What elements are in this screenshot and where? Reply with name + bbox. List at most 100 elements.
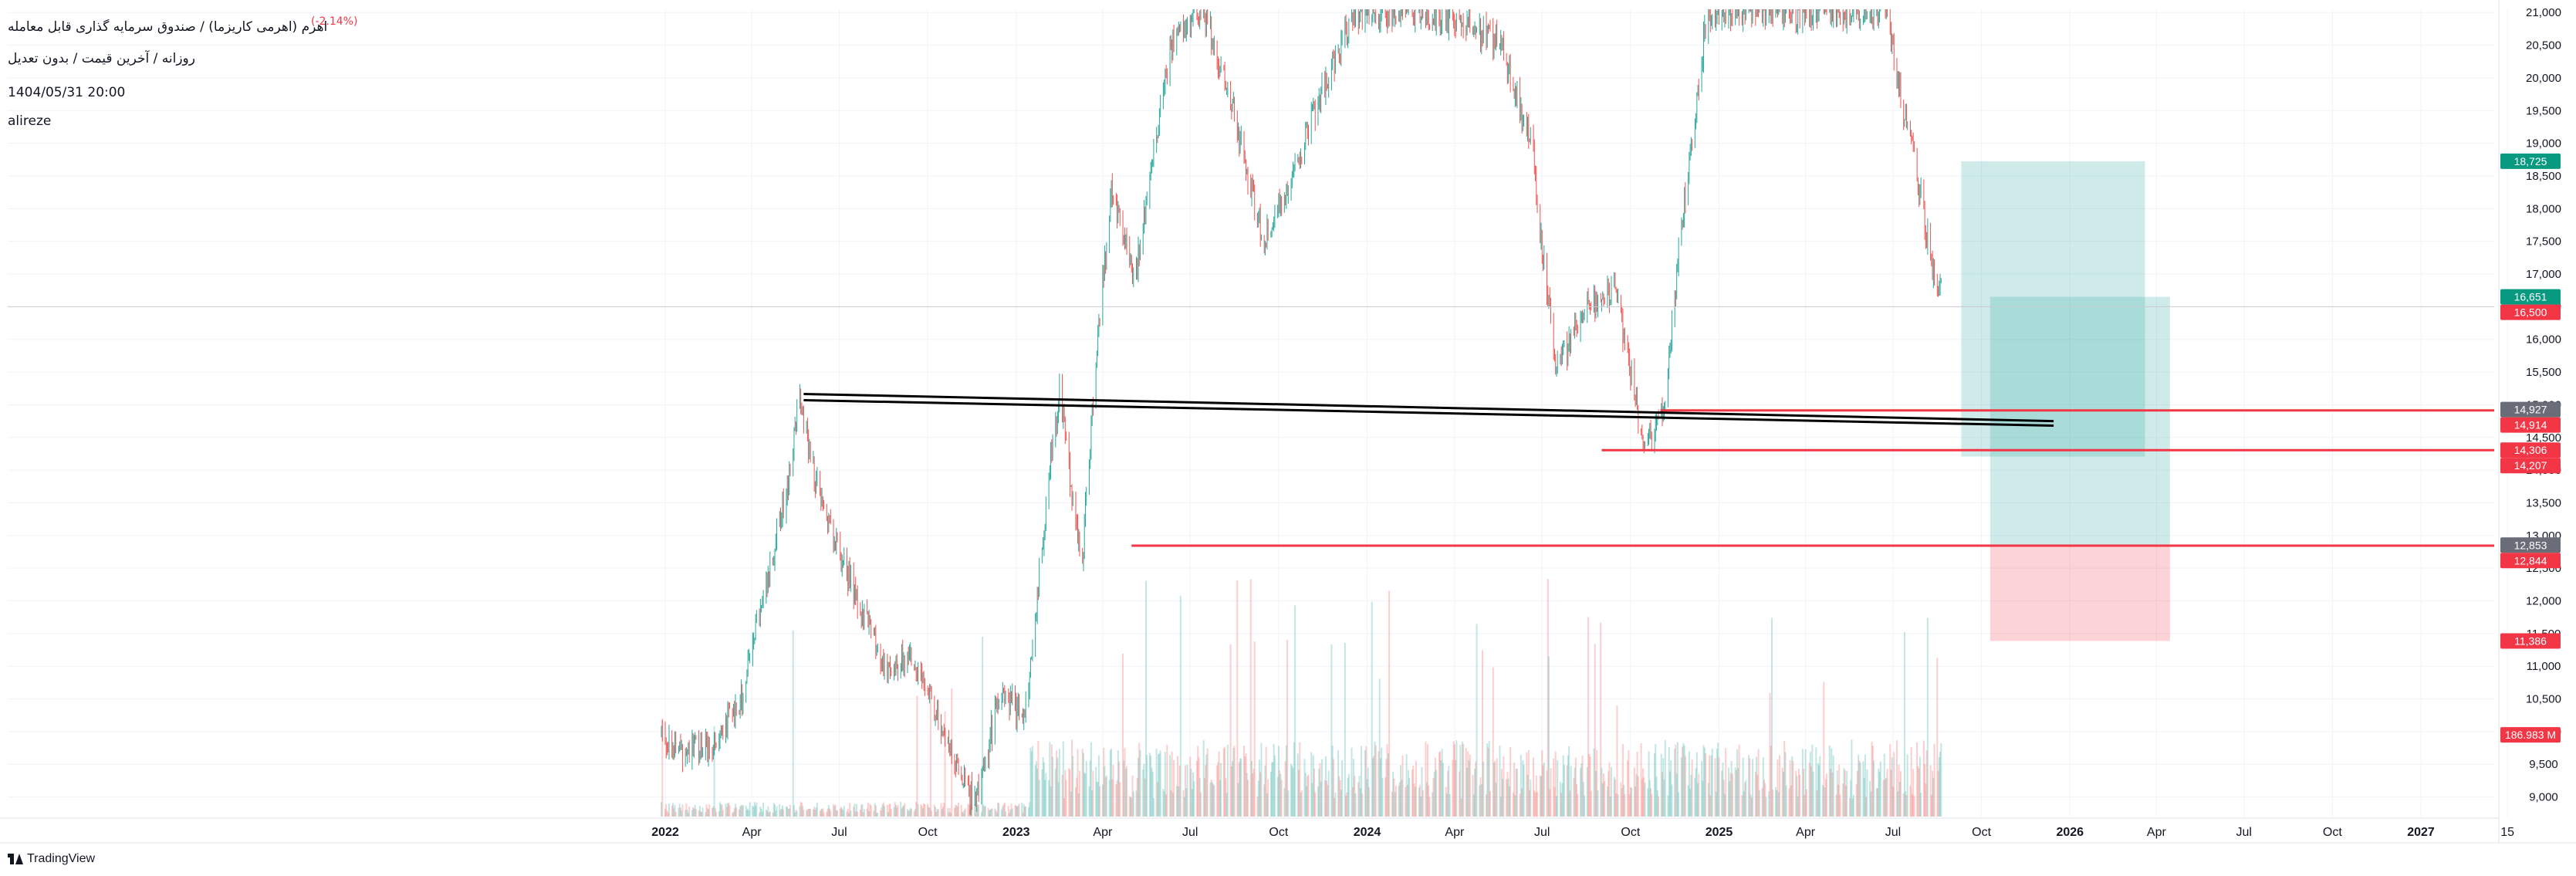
volume-bar [1494, 760, 1496, 817]
volume-bar [1871, 741, 1873, 817]
volume-bar [1345, 795, 1347, 817]
volume-bar [943, 803, 945, 817]
volume-bar [846, 811, 848, 817]
volume-bar [1822, 785, 1824, 817]
volume-bar [1232, 747, 1235, 817]
volume-bar [1741, 795, 1743, 817]
volume-bar [1002, 806, 1004, 817]
volume-bar [1155, 749, 1158, 817]
volume-bar [674, 812, 677, 817]
volume-bar [987, 808, 989, 817]
volume-bar [1108, 780, 1111, 817]
volume-bar [956, 806, 958, 817]
volume-bar [1438, 753, 1440, 817]
volume-bar [1384, 777, 1387, 817]
volume-bar [1111, 748, 1113, 817]
volume-bar [1602, 773, 1604, 817]
volume-bar [1400, 765, 1402, 817]
volume-bar [674, 805, 676, 817]
time-tick-label: Apr [1445, 826, 1465, 839]
volume-bar [1001, 809, 1003, 817]
symbol-title[interactable]: اهرم (اهرمی کاریزما) / صندوق سرمایه گذار… [8, 19, 328, 35]
volume-bar [803, 810, 805, 817]
volume-bar [1225, 793, 1228, 817]
volume-bar [842, 810, 844, 817]
tradingview-brand[interactable]: TradingView [8, 852, 95, 866]
volume-bar [678, 807, 680, 817]
volume-bar [1554, 751, 1557, 817]
volume-bar [913, 811, 915, 817]
volume-bar [1259, 772, 1262, 817]
volume-bar [1111, 779, 1114, 817]
volume-bar [1613, 776, 1615, 817]
volume-bar [1405, 786, 1407, 817]
volume-bar [909, 807, 911, 817]
volume-bar [1115, 783, 1117, 817]
volume-bar [990, 808, 992, 817]
long-position-a-profit-zone[interactable] [1961, 161, 2145, 457]
volume-bar [1162, 789, 1165, 817]
volume-bar [681, 804, 684, 817]
chart-author: alireze [8, 113, 52, 129]
volume-bar [1736, 749, 1739, 817]
volume-bar [1313, 768, 1315, 817]
volume-bar [1570, 766, 1572, 817]
volume-bar [760, 808, 762, 817]
volume-bar [1932, 777, 1935, 817]
volume-bar [1714, 758, 1716, 817]
volume-bar [1534, 792, 1536, 817]
volume-bar [1064, 769, 1067, 817]
long-position-b-loss-zone[interactable] [1989, 545, 2170, 641]
price-tag-label: 12,844 [2514, 554, 2547, 567]
volume-bar [1341, 759, 1344, 817]
volume-bar [1425, 741, 1427, 817]
volume-bar [1788, 788, 1790, 817]
volume-bar [1459, 771, 1461, 817]
volume-bar [1569, 790, 1571, 817]
volume-bar [1245, 753, 1247, 817]
volume-bar [827, 808, 829, 817]
volume-bar [1562, 755, 1564, 817]
volume-bar [772, 803, 775, 817]
volume-bar [1940, 743, 1942, 817]
volume-bar [1910, 746, 1912, 817]
volume-bar [1131, 797, 1133, 817]
volume-bar [1381, 777, 1384, 817]
volume-bar [1445, 786, 1447, 817]
position-zones[interactable] [1961, 161, 2170, 641]
volume-bar [1709, 755, 1711, 817]
volume-bar [940, 803, 942, 817]
volume-bar [1198, 757, 1200, 817]
trendline-lower[interactable] [803, 398, 2054, 428]
volume-bar [1742, 757, 1744, 817]
volume-bar [1459, 745, 1462, 817]
price-tag-label: 14,306 [2514, 444, 2547, 456]
volume-bar [701, 811, 703, 817]
trendline-upper[interactable] [803, 392, 2054, 423]
volume-bar [1797, 768, 1800, 817]
volume-bar [1635, 773, 1638, 817]
volume-bar [1496, 758, 1498, 817]
volume-bar [1151, 767, 1153, 817]
volume-bar [1027, 807, 1029, 817]
volume-bar [1077, 793, 1080, 817]
drawing-lines[interactable] [8, 306, 2494, 547]
volume-bar [1056, 757, 1059, 817]
volume-bar [1317, 786, 1319, 817]
volume-bar [881, 804, 884, 817]
volume-bar [1580, 768, 1582, 817]
volume-bar [998, 803, 1000, 817]
volume-bar [1852, 794, 1854, 817]
volume-bar [1918, 756, 1921, 817]
volume-bar [1790, 785, 1792, 817]
volume-bar [1036, 768, 1039, 817]
volume-bar [1557, 760, 1559, 817]
volume-bar [955, 804, 957, 817]
volume-bar [1637, 776, 1639, 817]
volume-bar [1878, 768, 1880, 817]
volume-bar [1627, 760, 1629, 817]
volume-bar [1116, 780, 1118, 817]
volume-bar [1232, 761, 1234, 817]
volume-bar [1240, 758, 1242, 817]
